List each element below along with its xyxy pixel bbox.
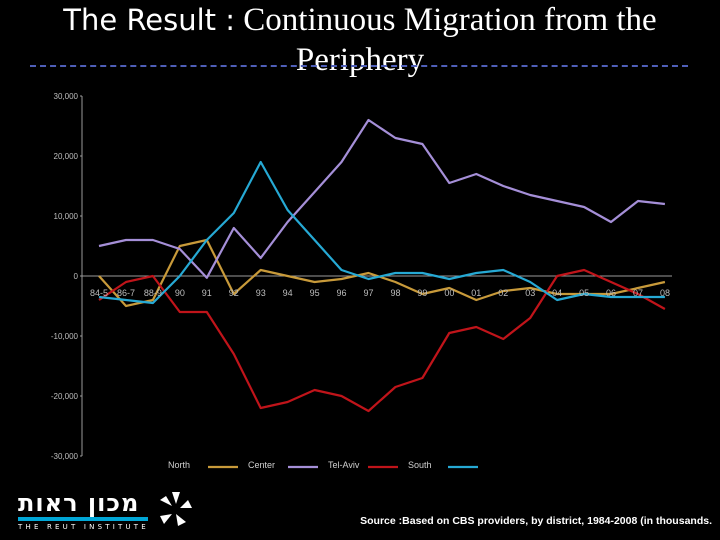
x-tick-label: 02 xyxy=(498,288,508,298)
x-tick-label: 88-9 xyxy=(144,288,162,298)
x-tick-label: 91 xyxy=(202,288,212,298)
title-prefix: The Result : xyxy=(63,3,236,37)
x-tick-label: 06 xyxy=(606,288,616,298)
x-tick-label: 99 xyxy=(417,288,427,298)
x-tick-label: 97 xyxy=(363,288,373,298)
y-tick-label: 20,000 xyxy=(54,152,79,161)
x-tick-label: 01 xyxy=(471,288,481,298)
slide-title: The Result : Continuous Migration from t… xyxy=(0,0,720,80)
y-tick-label: -20,000 xyxy=(51,392,79,401)
x-tick-label: 00 xyxy=(444,288,454,298)
y-tick-label: -30,000 xyxy=(51,452,79,461)
logo-underline xyxy=(18,517,148,521)
title-divider xyxy=(30,65,688,67)
logo-hebrew-text: מכון ראות xyxy=(18,489,140,517)
x-tick-label: 95 xyxy=(310,288,320,298)
reut-institute-logo: מכון ראות THE REUT INSTITUTE xyxy=(18,489,192,536)
y-tick-label: -10,000 xyxy=(51,332,79,341)
y-tick-label: 30,000 xyxy=(54,92,79,101)
series-line-north xyxy=(98,238,666,308)
x-tick-label: 84-5 xyxy=(90,288,108,298)
x-tick-label: 04 xyxy=(552,288,562,298)
x-tick-label: 96 xyxy=(337,288,347,298)
x-tick-label: 86-7 xyxy=(117,288,135,298)
x-tick-label: 94 xyxy=(283,288,293,298)
migration-line-chart: 30,000 20,000 10,000 0 -10,000 -20,000 -30,000… xyxy=(51,92,672,470)
x-tick-label: 08 xyxy=(660,288,670,298)
x-tick-label: 98 xyxy=(390,288,400,298)
legend-label: South xyxy=(408,460,432,470)
legend-label: Center xyxy=(248,460,275,470)
x-tick-label: 93 xyxy=(256,288,266,298)
legend-label: Tel-Aviv xyxy=(328,460,360,470)
y-tick-label: 0 xyxy=(74,272,79,281)
legend-label: North xyxy=(168,460,190,470)
x-tick-label: 07 xyxy=(633,288,643,298)
logo-english-text: THE REUT INSTITUTE xyxy=(18,523,149,531)
x-tick-label: 90 xyxy=(175,288,185,298)
x-tick-label: 05 xyxy=(579,288,589,298)
series-line-tel-aviv xyxy=(98,268,666,413)
x-tick-label: 03 xyxy=(525,288,535,298)
reut-pinwheel-icon xyxy=(160,492,192,526)
source-note: Source :Based on CBS providers, by distr… xyxy=(360,515,712,527)
title-main: Continuous Migration from the Periphery xyxy=(243,2,657,78)
series-line-center xyxy=(98,118,666,279)
series-line-south xyxy=(98,160,665,305)
x-tick-label: 92 xyxy=(229,288,239,298)
y-tick-label: 10,000 xyxy=(54,212,79,221)
